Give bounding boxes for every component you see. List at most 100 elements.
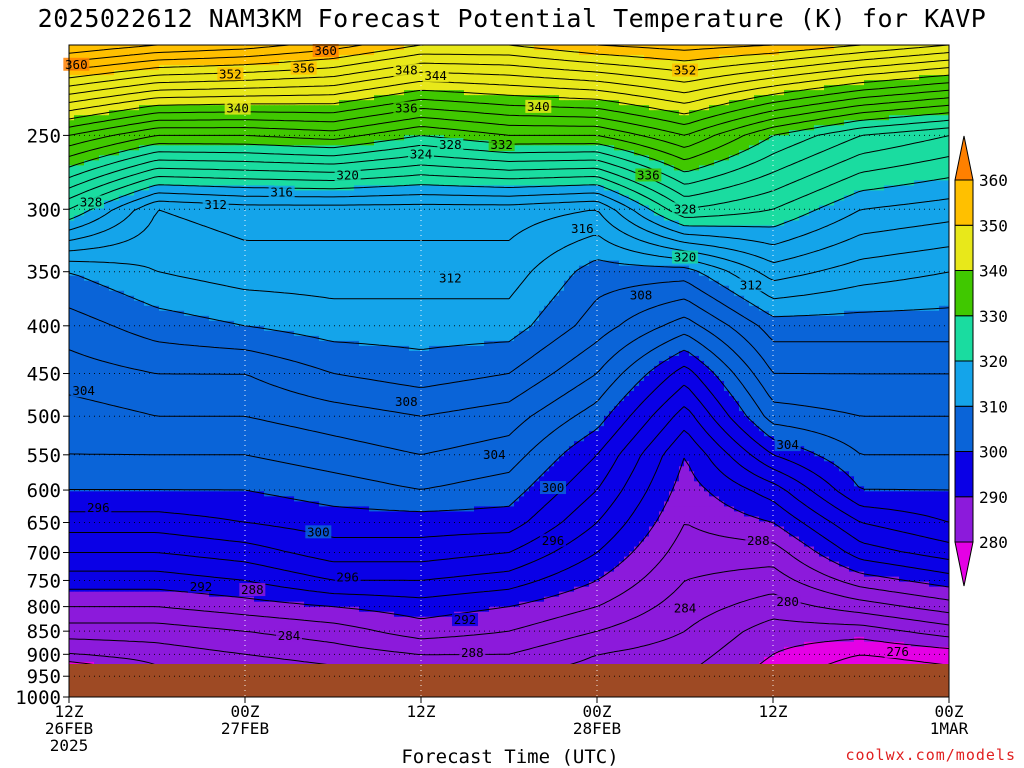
y-tick-label: 1000 [15,687,61,709]
contour-label-bg [393,63,420,77]
contour-label: 340 [226,101,249,116]
contour-label-bg [305,525,332,539]
contour-label: 320 [674,250,697,265]
contour-label: 296 [542,533,565,548]
contour-label: 320 [336,167,359,182]
contour-label: 284 [278,628,301,643]
colorbar-segment [954,405,974,452]
colorbar-label: 280 [979,533,1008,552]
contour-label: 344 [424,68,447,83]
contour-label-bg [188,579,214,593]
colorbar-segment [954,451,974,498]
contour-label: 296 [87,500,110,515]
x-tick-label: 00Z [583,702,612,721]
x-axis-label: Forecast Time (UTC) [300,746,720,768]
contour-label-bg [217,67,244,81]
x-tick-label: 27FEB [221,719,269,738]
contour-label-bg [78,195,104,209]
colorbar-label: 290 [979,488,1008,507]
x-tick-label: 28FEB [573,719,621,738]
contour-label-bg [481,447,508,461]
contour-label-bg [393,101,420,115]
contour-label-bg [569,222,596,236]
colorbar-segment [954,224,974,271]
contour-label: 312 [204,197,227,212]
colorbar-label: 360 [979,171,1008,190]
y-tick-label: 600 [27,480,61,502]
theta-contours [69,45,949,697]
colorbar-label: 320 [979,352,1008,371]
colorbar: 280 290 300 310 320 330 340 350 360 [954,135,1008,587]
axes: 2503003504004505005506006507007508008509… [15,44,969,755]
contour-label-bg [239,583,266,597]
contour-label-bg [437,271,464,285]
contour-label: 356 [292,61,315,76]
y-tick-label: 300 [27,199,61,221]
contour-label-bg [393,395,420,409]
contour-label-bg [202,198,229,212]
contour-label: 328 [80,194,103,209]
colorbar-segment [954,270,974,317]
contour-label-bg [276,628,302,642]
y-tick-label: 850 [27,621,61,643]
colorbar-label: 340 [979,262,1008,281]
contour-label: 304 [483,447,506,462]
contour-label-bg [884,645,911,659]
contour-label: 316 [571,221,594,236]
plot-frame [68,44,950,698]
contour-label: 292 [454,612,477,627]
y-tick-label: 550 [27,445,61,467]
x-tick-label: 2025 [50,736,89,755]
contour-label: 304 [72,383,95,398]
contour-label-bg [422,69,449,83]
contour-label: 352 [219,66,242,81]
contour-label: 348 [395,63,418,78]
contour-label: 360 [314,43,337,58]
colorbar-bottom-arrow [954,541,974,587]
contour-label: 296 [336,570,359,585]
contour-label: 336 [637,167,660,182]
contour-label: 300 [542,480,565,495]
y-tick-label: 950 [27,666,61,688]
contour-label: 340 [527,99,550,114]
y-tick-label: 250 [27,125,61,147]
contour-label-bg [70,384,97,398]
contour-label-bg [540,481,566,495]
colorbar-segment [954,496,974,543]
x-tick-label: 00Z [935,702,964,721]
contour-label-bg [540,533,566,547]
colorbar-segment [954,360,974,407]
contour-label-bg [774,595,801,609]
colorbar-label: 310 [979,397,1008,416]
contour-label: 316 [270,185,293,200]
y-tick-label: 350 [27,262,61,284]
y-tick-label: 500 [27,406,61,428]
contour-label-bg [635,168,662,182]
contour-label: 304 [776,437,799,452]
y-tick-label: 800 [27,597,61,619]
credit-link[interactable]: coolwx.com/models [845,746,1016,764]
contour-label: 276 [886,644,909,659]
y-tick-label: 650 [27,512,61,534]
contour-label-bg [85,500,112,514]
contour-label: 288 [747,533,770,548]
contour-label: 312 [740,277,763,292]
contour-label: 360 [65,57,88,72]
ground-layer [69,664,949,697]
colorbar-label: 300 [979,443,1008,462]
colorbar-label: 330 [979,307,1008,326]
contour-label: 328 [674,201,697,216]
contour-label-bg [312,44,339,58]
y-tick-label: 400 [27,316,61,338]
contour-label: 280 [776,594,799,609]
contour-label-bg [628,288,654,302]
x-tick-label: 00Z [231,702,260,721]
contour-label: 284 [674,601,697,616]
contour-label-bg [290,61,317,75]
contour-label-bg [745,533,772,547]
contour-label-bg [459,645,486,659]
contour-label-bg [437,138,464,152]
contour-label-bg [334,570,361,584]
contour-label-bg [268,185,295,199]
y-tick-label: 450 [27,364,61,386]
